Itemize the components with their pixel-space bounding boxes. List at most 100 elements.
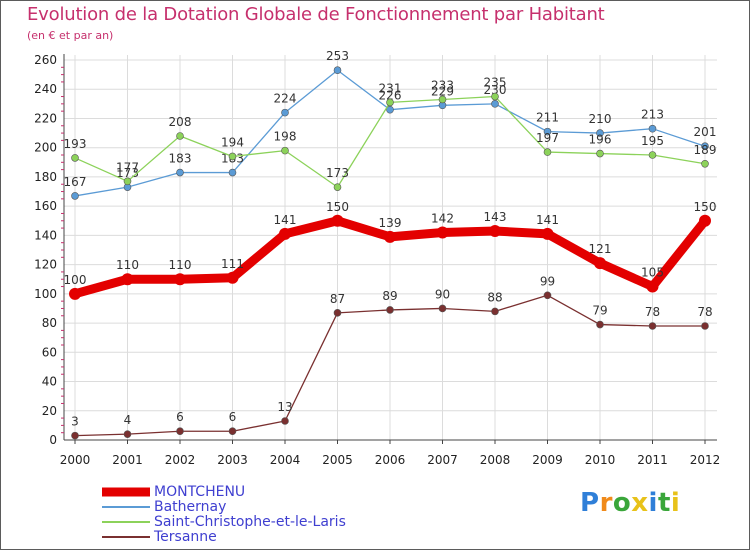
x-tick-label-2011: 2011 [637, 453, 668, 467]
data-label-bathernay-2000: 167 [64, 175, 87, 189]
legend-label-tersanne: Tersanne [154, 529, 217, 545]
legend-label-montchenu: MONTCHENU [154, 484, 246, 500]
y-tick-label-80: 80 [42, 316, 57, 330]
data-label-tersanne-2009: 99 [540, 274, 555, 288]
data-label-bathernay-2009: 211 [536, 111, 559, 125]
data-point-montchenu-2000 [69, 287, 81, 300]
data-label-saint-christophe-et-le-laris-2002: 208 [169, 115, 192, 129]
data-label-montchenu-2011: 105 [641, 266, 664, 280]
data-label-bathernay-2011: 213 [641, 108, 664, 122]
x-tick-label-2001: 2001 [112, 453, 143, 467]
data-point-bathernay-2006 [386, 105, 394, 114]
data-point-tersanne-2000 [71, 431, 79, 440]
data-point-saint-christophe-et-le-laris-2006 [386, 98, 394, 107]
data-label-bathernay-2008: 230 [484, 83, 507, 97]
data-point-bathernay-2009 [543, 127, 552, 136]
data-label-saint-christophe-et-le-laris-2009: 197 [536, 131, 559, 145]
data-label-bathernay-2010: 210 [589, 112, 612, 126]
data-label-saint-christophe-et-le-laris-2008: 235 [484, 76, 507, 90]
y-tick-label-160: 160 [34, 199, 57, 213]
data-point-tersanne-2007 [438, 304, 447, 313]
data-label-bathernay-2005: 253 [326, 49, 349, 63]
x-tick-label-2012: 2012 [690, 453, 721, 467]
data-label-montchenu-2004: 141 [274, 213, 297, 227]
data-label-saint-christophe-et-le-laris-2005: 173 [326, 166, 349, 180]
data-label-bathernay-2007: 229 [431, 84, 454, 98]
x-tick-label-2010: 2010 [585, 453, 616, 467]
data-point-montchenu-2007 [436, 226, 449, 239]
data-point-bathernay-2010 [596, 129, 604, 137]
data-point-saint-christophe-et-le-laris-2005 [333, 183, 342, 191]
chart-title: Evolution de la Dotation Globale de Fonc… [27, 4, 605, 25]
data-label-saint-christophe-et-le-laris-2004: 198 [274, 130, 297, 144]
data-point-tersanne-2006 [386, 306, 394, 314]
data-label-montchenu-2009: 141 [536, 213, 559, 227]
data-point-tersanne-2003 [228, 427, 237, 436]
data-point-montchenu-2002 [174, 273, 186, 286]
data-point-tersanne-2010 [596, 320, 604, 329]
data-label-saint-christophe-et-le-laris-2010: 196 [589, 133, 612, 147]
data-point-montchenu-2005 [331, 214, 344, 227]
data-label-tersanne-2002: 6 [176, 410, 184, 424]
x-tick-label-2006: 2006 [375, 453, 406, 467]
data-label-tersanne-2001: 4 [124, 413, 132, 427]
x-tick-label-2002: 2002 [165, 453, 196, 467]
data-label-tersanne-2011: 78 [645, 305, 660, 319]
legend-label-bathernay: Bathernay [154, 499, 227, 515]
data-label-tersanne-2007: 90 [435, 287, 450, 301]
data-point-montchenu-2001 [121, 273, 134, 286]
data-label-saint-christophe-et-le-laris-2001: 177 [116, 160, 139, 174]
x-tick-label-2009: 2009 [532, 453, 563, 467]
data-point-montchenu-2010 [594, 257, 606, 270]
data-label-montchenu-2005: 150 [326, 200, 349, 214]
data-point-tersanne-2002 [176, 427, 184, 436]
data-label-tersanne-2004: 13 [277, 400, 292, 414]
data-label-montchenu-2010: 121 [589, 242, 612, 256]
data-label-saint-christophe-et-le-laris-2006: 231 [379, 81, 402, 95]
data-point-montchenu-2003 [226, 271, 239, 284]
y-tick-label-220: 220 [34, 111, 57, 125]
data-point-montchenu-2011 [646, 280, 659, 293]
data-point-bathernay-2002 [176, 168, 184, 177]
proxiti-logo: Proxiti [580, 488, 680, 518]
x-tick-label-2003: 2003 [217, 453, 248, 467]
logo-letter: x [631, 488, 649, 518]
data-label-montchenu-2008: 143 [484, 210, 507, 224]
logo-letter: i [648, 488, 658, 518]
data-point-bathernay-2000 [71, 192, 79, 200]
data-point-tersanne-2011 [648, 322, 657, 330]
data-point-saint-christophe-et-le-laris-2008 [491, 92, 499, 101]
data-label-montchenu-2002: 110 [169, 258, 192, 272]
y-tick-label-100: 100 [34, 287, 57, 301]
data-label-saint-christophe-et-le-laris-2003: 194 [221, 135, 244, 149]
logo-letter: P [580, 488, 600, 518]
data-label-tersanne-2000: 3 [71, 415, 79, 429]
data-point-saint-christophe-et-le-laris-2004 [281, 146, 289, 155]
data-point-bathernay-2004 [281, 108, 289, 117]
y-tick-label-0: 0 [49, 433, 57, 447]
data-point-montchenu-2004 [279, 227, 291, 240]
y-tick-label-180: 180 [34, 170, 57, 184]
data-label-tersanne-2010: 79 [592, 304, 607, 318]
data-point-tersanne-2009 [543, 291, 552, 300]
chart-subtitle: (en € et par an) [27, 29, 114, 42]
data-label-montchenu-2012: 150 [694, 200, 717, 214]
data-point-montchenu-2006 [384, 230, 396, 243]
data-point-saint-christophe-et-le-laris-2003 [228, 152, 237, 161]
data-label-saint-christophe-et-le-laris-2007: 233 [431, 78, 454, 92]
data-label-montchenu-2000: 100 [64, 273, 87, 287]
legend-label-saint-christophe: Saint-Christophe-et-le-Laris [154, 514, 346, 530]
logo-letter: i [670, 488, 681, 518]
data-point-saint-christophe-et-le-laris-2002 [176, 132, 184, 140]
data-point-bathernay-2012 [701, 142, 709, 151]
data-point-tersanne-2001 [123, 430, 132, 438]
data-point-saint-christophe-et-le-laris-2011 [648, 151, 657, 159]
data-point-tersanne-2008 [491, 307, 499, 316]
data-label-saint-christophe-et-le-laris-2011: 195 [641, 134, 664, 148]
data-label-bathernay-2012: 201 [694, 125, 717, 139]
data-point-tersanne-2005 [333, 309, 342, 317]
data-point-montchenu-2009 [541, 227, 554, 240]
data-point-saint-christophe-et-le-laris-2000 [71, 154, 79, 162]
data-label-tersanne-2003: 6 [229, 410, 237, 424]
